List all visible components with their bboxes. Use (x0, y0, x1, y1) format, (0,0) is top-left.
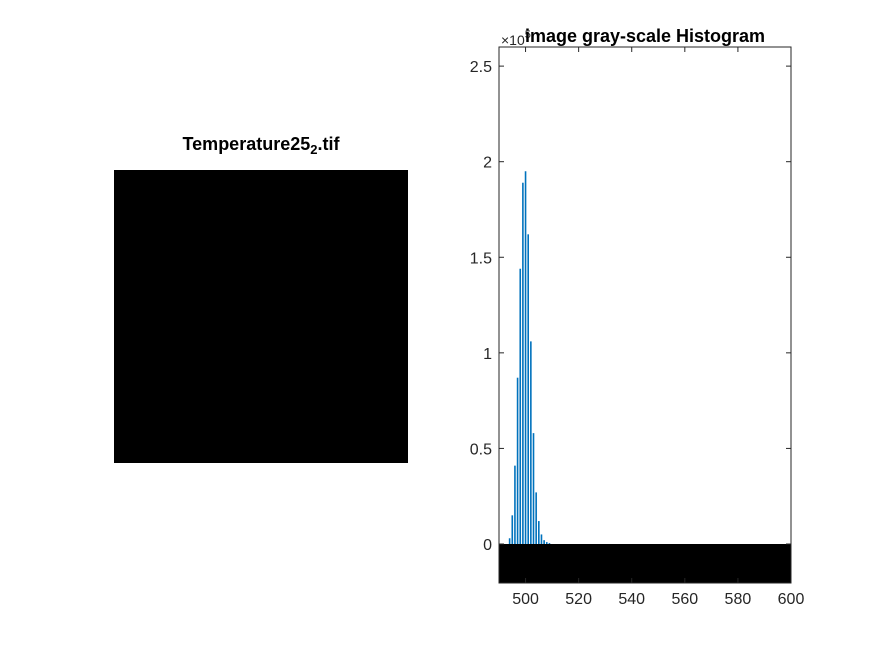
histogram-bar (538, 521, 540, 544)
y-tick-label: 2.5 (470, 59, 492, 76)
histogram-bar (522, 182, 524, 544)
y-tick-label: 1 (483, 346, 492, 363)
histogram-bar (514, 465, 516, 544)
histogram-bars (508, 171, 551, 544)
x-tick-label: 500 (512, 591, 539, 608)
histogram-bar (543, 540, 545, 544)
histogram-bar (545, 542, 548, 544)
histogram-bar (524, 171, 527, 544)
x-axis-ticks: 500 520 540 560 580 600 (512, 47, 804, 608)
histogram-bar (511, 515, 514, 544)
x-tick-label: 540 (618, 591, 645, 608)
y-tick-label: 0 (483, 537, 492, 554)
histogram-bar (516, 377, 519, 544)
histogram-axes-background (499, 47, 791, 583)
histogram-title: image gray-scale Histogram (525, 26, 765, 46)
image-display (114, 170, 408, 463)
histogram-bar (535, 492, 537, 544)
histogram-bar (530, 341, 532, 544)
x-tick-label: 560 (671, 591, 698, 608)
histogram-axes-box (498, 46, 792, 584)
x-tick-label: 520 (565, 591, 592, 608)
histogram-bar (532, 433, 535, 544)
y-tick-label: 2 (483, 155, 492, 172)
histogram-bar (540, 534, 543, 544)
x-tick-label: 600 (778, 591, 805, 608)
histogram-bar (548, 543, 551, 544)
histogram-bar (519, 268, 522, 544)
y-exponent-label: ×105 (501, 29, 531, 48)
gray-colorbar (499, 544, 791, 583)
histogram-bar (527, 234, 529, 544)
y-tick-label: 0.5 (470, 441, 492, 458)
histogram-bar (508, 538, 511, 544)
y-axis-ticks: 0 0.5 1 1.5 2 2.5 (470, 59, 791, 554)
image-title: Temperature252.tif (182, 134, 340, 157)
x-tick-label: 580 (725, 591, 752, 608)
y-tick-label: 1.5 (470, 250, 492, 267)
